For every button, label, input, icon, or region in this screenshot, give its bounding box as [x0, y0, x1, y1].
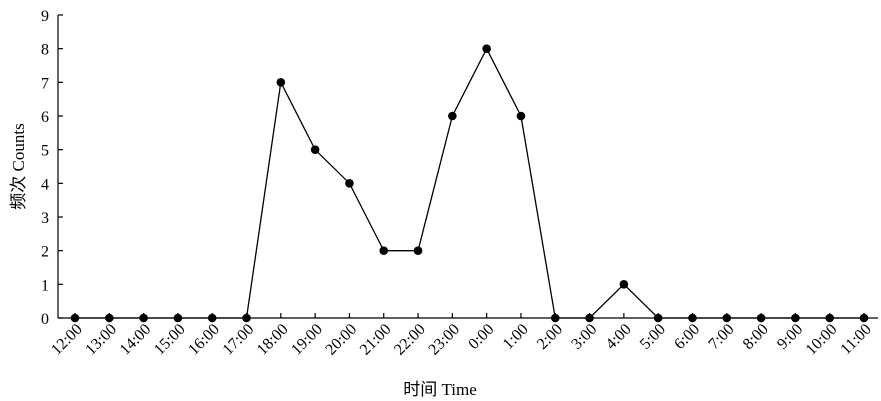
data-point — [688, 313, 697, 323]
y-tick-label: 7 — [41, 75, 49, 92]
x-tick-label: 19:00 — [288, 321, 326, 359]
data-point — [276, 78, 286, 87]
data-point — [791, 313, 800, 323]
x-tick-label: 21:00 — [357, 321, 395, 359]
x-tick-label: 6:00 — [671, 321, 703, 353]
axes: 0 1 2 3 4 5 6 7 8 9 12:0013:0014:0015:0016:0017:00… — [41, 8, 878, 359]
x-tick-label: 3:00 — [568, 321, 600, 353]
y-tick-label: 4 — [41, 176, 49, 193]
x-tick-label: 20:00 — [322, 321, 360, 359]
y-tick-label: 9 — [41, 8, 49, 25]
data-point — [756, 313, 766, 323]
x-tick-label: 23:00 — [425, 321, 463, 359]
y-tick-label: 1 — [41, 277, 49, 294]
y-tick-label: 6 — [41, 109, 49, 126]
x-axis-title: 时间 Time — [403, 380, 477, 399]
x-tick-label: 8:00 — [740, 321, 772, 353]
data-point — [825, 313, 834, 323]
y-axis-title: 频次 Counts — [9, 123, 28, 209]
data-point — [413, 246, 423, 255]
data-point — [619, 280, 629, 289]
x-tick-label: 11:00 — [837, 321, 874, 358]
data-point — [207, 313, 217, 323]
x-tick-label: 22:00 — [391, 321, 429, 359]
x-tick-label: 2:00 — [534, 321, 566, 353]
x-tick-label: 1:00 — [500, 321, 532, 353]
data-point — [70, 313, 80, 323]
x-tick-label: 0:00 — [465, 321, 497, 353]
data-point — [516, 111, 526, 121]
data-point — [859, 313, 869, 323]
data-point — [448, 111, 457, 121]
y-tick-label: 8 — [41, 42, 49, 59]
data-point — [482, 44, 491, 53]
y-tick-label: 2 — [41, 244, 49, 261]
x-tick-label: 15:00 — [151, 321, 189, 359]
x-tick-label: 14:00 — [117, 321, 155, 359]
x-tick-label: 18:00 — [254, 321, 292, 359]
x-tick-label: 5:00 — [637, 321, 669, 353]
data-point — [139, 313, 148, 323]
data-point — [310, 145, 320, 154]
x-tick-label: 7:00 — [705, 321, 737, 353]
series-line — [75, 47, 864, 319]
y-tick-label: 3 — [41, 210, 49, 227]
x-tick-label: 10:00 — [803, 321, 841, 359]
data-point — [345, 179, 354, 188]
data-point — [653, 313, 663, 323]
x-tick-label: 12:00 — [48, 321, 86, 359]
y-tick-label: 0 — [41, 311, 49, 328]
data-point — [379, 246, 389, 255]
data-point — [585, 313, 594, 323]
x-tick-label: 16:00 — [185, 321, 223, 359]
series-layer — [70, 44, 869, 323]
x-tick-label: 9:00 — [774, 321, 806, 353]
y-tick-label: 5 — [41, 143, 49, 160]
data-point — [722, 313, 732, 323]
x-tick-label: 4:00 — [603, 321, 635, 353]
x-tick-label: 13:00 — [82, 321, 120, 359]
data-point — [242, 313, 251, 323]
data-point — [550, 313, 560, 323]
x-tick-label: 17:00 — [220, 321, 258, 359]
data-point — [105, 313, 114, 323]
data-point — [173, 313, 183, 323]
